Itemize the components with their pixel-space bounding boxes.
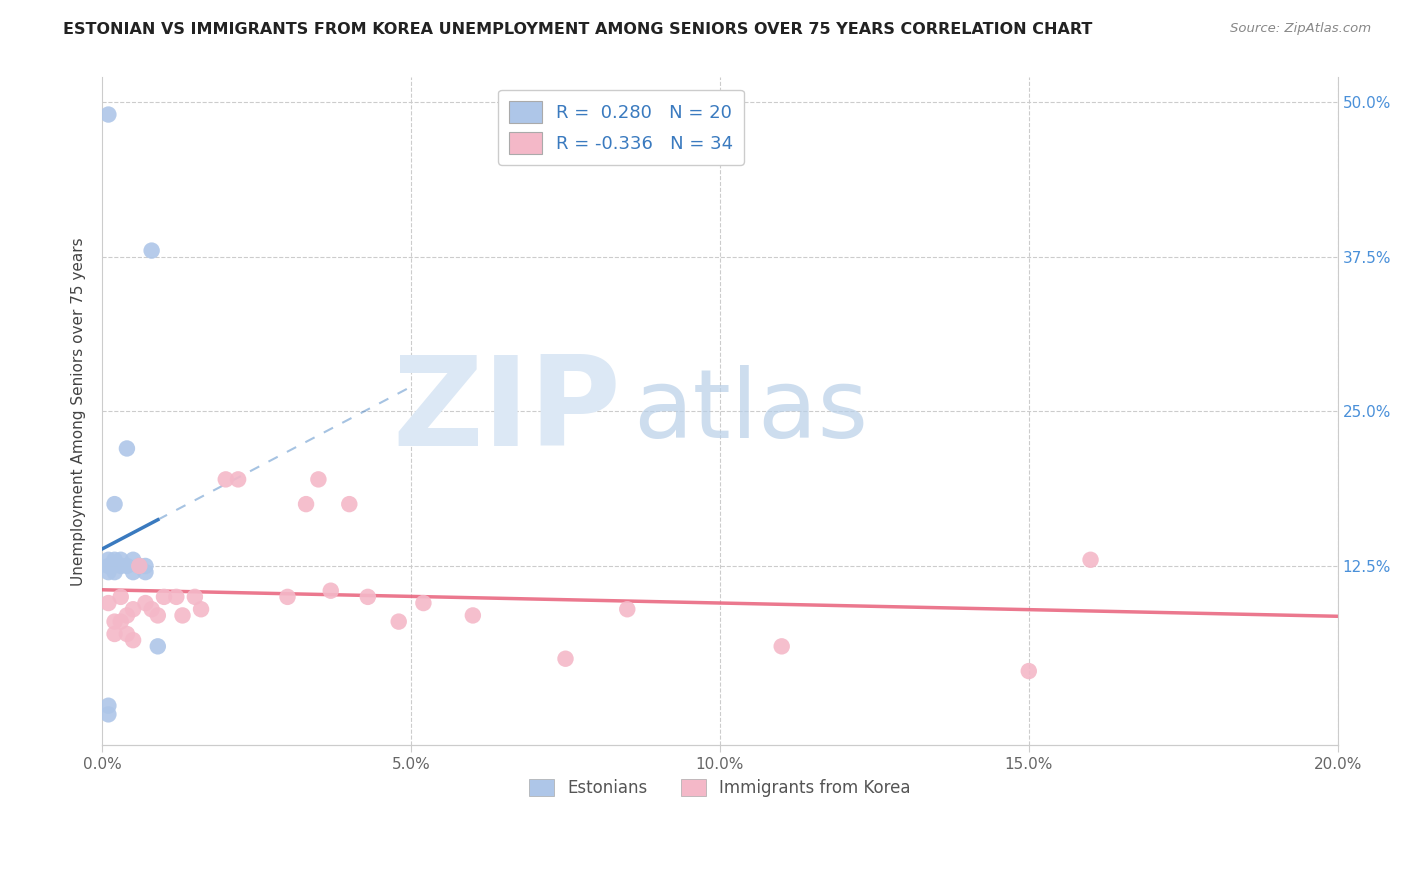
Point: [276, 590, 298, 604]
Point: [97, 565, 120, 579]
Point: [412, 596, 434, 610]
Point: [295, 497, 318, 511]
Point: [110, 590, 132, 604]
Point: [97, 698, 120, 713]
Point: [134, 558, 156, 573]
Point: [103, 553, 125, 567]
Point: [215, 472, 238, 486]
Point: [115, 627, 138, 641]
Point: [110, 558, 132, 573]
Point: [97, 558, 120, 573]
Point: [307, 472, 329, 486]
Point: [172, 608, 194, 623]
Point: [103, 565, 125, 579]
Point: [103, 497, 125, 511]
Text: Source: ZipAtlas.com: Source: ZipAtlas.com: [1230, 22, 1371, 36]
Point: [388, 615, 411, 629]
Point: [97, 107, 120, 121]
Text: ESTONIAN VS IMMIGRANTS FROM KOREA UNEMPLOYMENT AMONG SENIORS OVER 75 YEARS CORRE: ESTONIAN VS IMMIGRANTS FROM KOREA UNEMPL…: [63, 22, 1092, 37]
Point: [1080, 553, 1102, 567]
Point: [110, 553, 132, 567]
Point: [141, 244, 163, 258]
Point: [122, 602, 145, 616]
Point: [122, 633, 145, 648]
Point: [146, 640, 169, 654]
Point: [461, 608, 484, 623]
Point: [134, 596, 156, 610]
Point: [115, 608, 138, 623]
Point: [319, 583, 342, 598]
Point: [554, 651, 576, 665]
Y-axis label: Unemployment Among Seniors over 75 years: Unemployment Among Seniors over 75 years: [72, 237, 86, 586]
Point: [134, 565, 156, 579]
Point: [1018, 664, 1040, 678]
Point: [141, 602, 163, 616]
Point: [165, 590, 187, 604]
Legend: Estonians, Immigrants from Korea: Estonians, Immigrants from Korea: [523, 772, 918, 804]
Point: [103, 615, 125, 629]
Point: [146, 608, 169, 623]
Point: [122, 565, 145, 579]
Text: ZIP: ZIP: [392, 351, 621, 472]
Point: [110, 615, 132, 629]
Point: [97, 596, 120, 610]
Point: [357, 590, 380, 604]
Text: atlas: atlas: [634, 365, 869, 458]
Point: [128, 558, 150, 573]
Point: [226, 472, 249, 486]
Point: [97, 553, 120, 567]
Point: [337, 497, 360, 511]
Point: [115, 442, 138, 456]
Point: [115, 558, 138, 573]
Point: [103, 627, 125, 641]
Point: [122, 553, 145, 567]
Point: [616, 602, 638, 616]
Point: [770, 640, 793, 654]
Point: [184, 590, 207, 604]
Point: [97, 707, 120, 722]
Point: [190, 602, 212, 616]
Point: [153, 590, 176, 604]
Point: [128, 558, 150, 573]
